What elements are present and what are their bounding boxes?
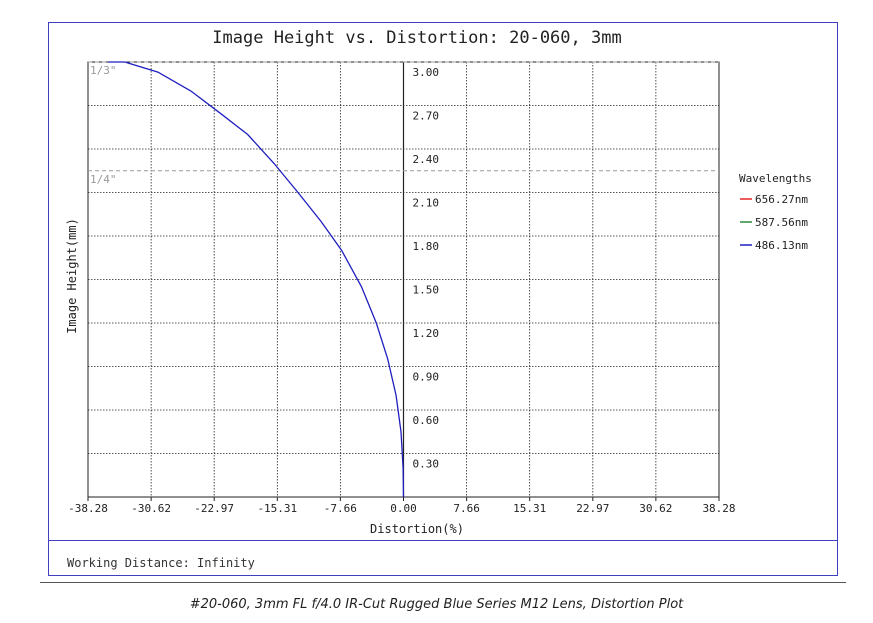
legend-entry: 656.27nm — [755, 193, 808, 206]
footer-separator — [48, 540, 838, 541]
x-tick-labels: -38.28 -30.62 -22.97 -15.31 -7.66 0.00 7.66 15.… — [68, 502, 735, 515]
x-tick-label: -7.66 — [324, 502, 357, 515]
reference-lines: 1/3" 1/4" — [88, 61, 719, 186]
y-tick-label: 2.70 — [413, 110, 440, 123]
y-tick-label: 1.80 — [413, 240, 440, 253]
legend-entry: 587.56nm — [755, 216, 808, 229]
distortion-plot: Image Height vs. Distortion: 20-060, 3mm… — [65, 28, 812, 536]
reference-line-label: 1/4" — [90, 173, 117, 186]
y-tick-label: 0.30 — [413, 458, 440, 471]
x-tick-label: 30.62 — [639, 502, 672, 515]
y-tick-label: 3.00 — [413, 66, 440, 79]
x-tick-label: 38.28 — [702, 502, 735, 515]
y-tick-label: 2.40 — [413, 153, 440, 166]
x-tick-label: 0.00 — [390, 502, 417, 515]
y-tick-labels: 0.30 0.60 0.90 1.20 1.50 1.80 2.10 2.40 2.70 3.00 — [413, 66, 440, 471]
legend-title: Wavelengths — [739, 172, 812, 185]
figure-caption: #20-060, 3mm FL f/4.0 IR-Cut Rugged Blue… — [189, 597, 684, 612]
series-line-486.13nm — [108, 61, 405, 498]
y-tick-label: 0.90 — [413, 371, 440, 384]
working-distance-label: Working Distance: Infinity — [67, 556, 255, 570]
grid — [87, 61, 720, 501]
y-tick-label: 1.20 — [413, 327, 440, 340]
x-tick-label: 7.66 — [453, 502, 480, 515]
series-layer — [108, 61, 405, 498]
reference-line-label: 1/3" — [90, 64, 117, 77]
x-tick-label: -15.31 — [257, 502, 297, 515]
legend: Wavelengths 656.27nm 587.56nm 486.13nm — [739, 172, 812, 252]
page-rule — [40, 582, 846, 583]
chart-frame — [48, 22, 838, 576]
y-tick-label: 2.10 — [413, 197, 440, 210]
y-tick-label: 0.60 — [413, 414, 440, 427]
x-tick-label: 22.97 — [576, 502, 609, 515]
x-tick-label: -38.28 — [68, 502, 108, 515]
legend-entry: 486.13nm — [755, 239, 808, 252]
x-tick-label: -22.97 — [194, 502, 234, 515]
y-tick-label: 1.50 — [413, 284, 440, 297]
chart-title: Image Height vs. Distortion: 20-060, 3mm — [212, 28, 621, 48]
x-tick-label: 15.31 — [513, 502, 546, 515]
x-tick-label: -30.62 — [131, 502, 171, 515]
y-axis-label: Image Height(mm) — [65, 218, 79, 334]
x-axis-label: Distortion(%) — [370, 522, 464, 536]
